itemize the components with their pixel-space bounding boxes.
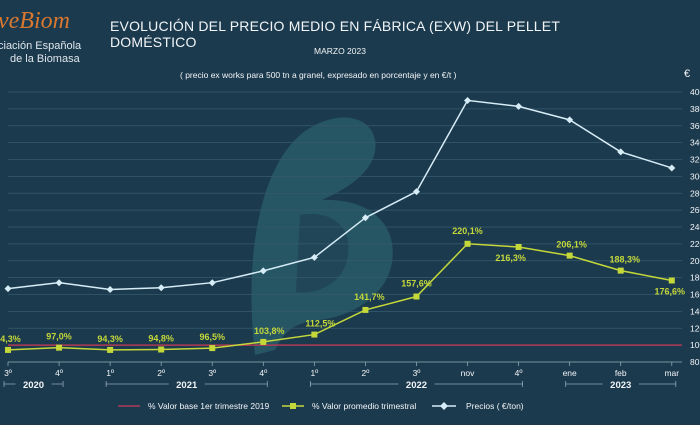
percent-data-label: 103,8% [254,326,285,336]
percent-point [311,331,318,338]
legend-swatch-percent-marker [290,403,296,409]
price-point [515,102,523,110]
price-point [106,285,114,293]
price-point [464,96,472,104]
percent-point [5,346,11,353]
y-tick-label: 400 [690,87,700,97]
percent-data-label: 216,3% [495,253,526,263]
y-tick-label: 240 [690,222,700,232]
year-label-bg [15,378,52,390]
price-point [208,279,216,287]
x-tick-label: 4º [259,368,267,378]
percent-point [209,345,216,352]
percent-point [515,243,522,250]
price-point [668,164,676,172]
percent-data-label: 206,1% [556,240,587,250]
y-tick-label: 260 [690,205,700,215]
y-tick-label: 100 [690,340,700,350]
legend-label-percent: % Valor promedio trimestral [312,401,416,411]
percent-data-label: 141,7% [354,292,385,302]
y-tick-label: 140 [690,306,700,316]
price-point [361,214,369,222]
chart-title: EVOLUCIÓN DEL PRECIO MEDIO EN FÁBRICA (E… [110,18,560,50]
year-label-bg [398,378,435,390]
logo-wordmark: veBiom [0,8,70,34]
percent-point [413,293,420,300]
year-label: 2020 [23,380,44,391]
price-point [412,188,420,196]
year-label: 2021 [176,380,198,391]
x-tick-label: 3º [4,368,12,378]
y-tick-label: 160 [690,290,700,300]
percent-data-label: 97,0% [46,332,72,342]
y-tick-label: 340 [690,138,700,148]
percent-data-label: 176,6% [655,286,686,296]
chart-subtitle: MARZO 2023 [314,46,366,56]
x-tick-label: 1º [310,368,318,378]
percent-point [107,346,114,353]
percent-point [668,277,675,284]
chart-note: ( precio ex works para 500 tn a granel, … [180,70,457,80]
price-point [617,148,625,156]
legend-swatch-price-marker [440,402,448,410]
percent-point [566,252,573,259]
logo-tagline-line1: ciación Española [0,40,82,52]
x-tick-label: feb [615,368,627,378]
y-tick-label: 200 [690,256,700,266]
price-point [566,116,574,124]
percent-point [56,344,63,351]
x-tick-label: 4º [55,368,63,378]
price-point [157,284,165,292]
y-tick-label: 280 [690,188,700,198]
percent-data-label: 96,5% [199,332,225,342]
percent-data-label: 220,1% [452,226,483,236]
percent-series-line [7,243,672,351]
y-tick-label: 120 [690,323,700,333]
price-point [259,267,267,275]
percent-point [158,346,165,353]
avebiom-b-watermark [251,117,393,355]
x-tick-label: mar [664,368,679,378]
x-tick-label: 4º [515,368,523,378]
x-tick-label: 3º [208,368,216,378]
percent-point [617,267,624,274]
y-tick-label: 360 [690,121,700,131]
price-point [55,279,63,287]
percent-data-label: 94,8% [148,334,174,344]
percent-data-label: 112,5% [305,319,335,329]
legend-label-base: % Valor base 1er trimestre 2019 [148,401,270,411]
year-label: 2023 [610,380,631,391]
year-label-bg [168,378,205,390]
x-tick-label: 1º [106,368,114,378]
percent-point [362,306,369,313]
x-tick-label: 2º [157,368,165,378]
percent-data-label: 157,6% [401,279,432,289]
y-tick-label: 220 [690,239,700,249]
percent-data-label: 94,3% [97,334,123,344]
x-tick-label: 3º [413,368,421,378]
percent-point [464,240,471,247]
x-tick-label: ene [563,368,577,378]
x-tick-label: 2º [362,368,370,378]
y-tick-label: 380 [690,104,700,114]
y-tick-label: 180 [690,273,700,283]
y-tick-label: 80 [690,357,700,367]
logo-tagline-line2: de la Biomasa [10,53,80,65]
y-tick-label: 300 [690,171,700,181]
legend-label-price: Precios ( €/ton) [466,401,524,411]
year-label-bg [602,378,639,390]
price-series-line [7,99,673,291]
year-label: 2022 [406,380,427,391]
percent-data-label: 188,3% [609,255,640,265]
y-axis-unit: € [684,68,691,80]
percent-data-label: 94,3% [0,334,21,344]
price-point [310,253,318,261]
price-point [4,285,12,293]
x-tick-label: nov [461,368,475,378]
y-tick-label: 320 [690,155,700,165]
percent-point [260,338,267,345]
